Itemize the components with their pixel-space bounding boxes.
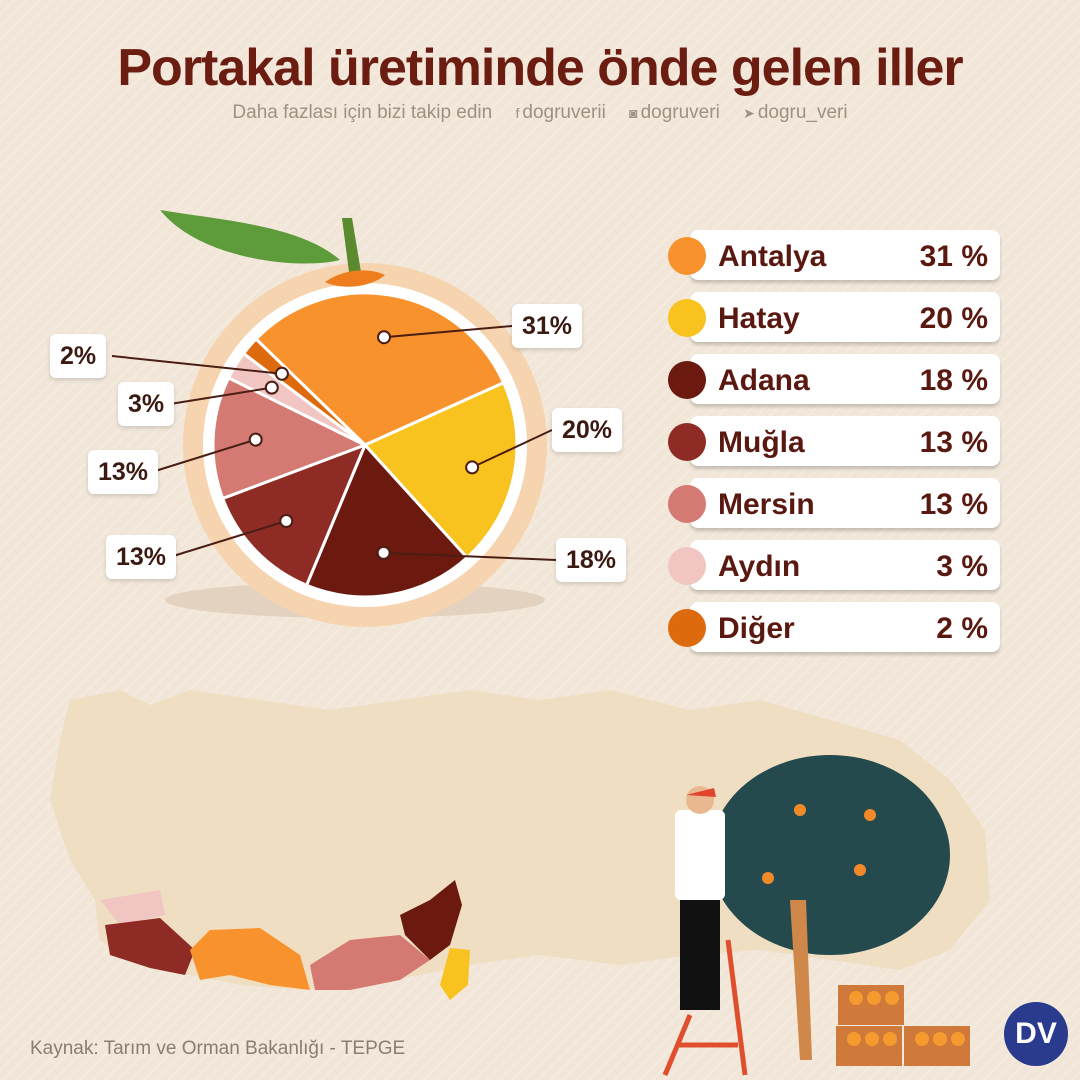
tree-canopy xyxy=(710,755,950,955)
province-antalya xyxy=(190,928,310,990)
legend-dot-aydin xyxy=(668,547,706,585)
legend-dot-adana xyxy=(668,361,706,399)
slice-label-mugla: 13% xyxy=(106,535,177,579)
leader-line-antalya xyxy=(383,325,513,339)
instagram-handle: dogruveri xyxy=(640,102,720,123)
leader-line-muğla xyxy=(169,520,287,558)
leader-line-hatay xyxy=(471,429,553,469)
legend-value: 3 % xyxy=(936,550,988,583)
legend-label: Hatay xyxy=(718,302,800,335)
pie-slice-mersin xyxy=(211,375,369,501)
facebook-handle: dogruverii xyxy=(522,102,606,123)
legend-value: 13 % xyxy=(919,426,988,459)
legend-card xyxy=(690,602,1000,652)
leader-dot-aydın xyxy=(264,380,279,395)
ladder xyxy=(662,939,748,1076)
leader-dot-hatay xyxy=(465,460,480,475)
legend-label: Antalya xyxy=(718,240,827,273)
leader-dot-antalya xyxy=(377,330,392,345)
legend-item-mugla: Muğla 13 % xyxy=(668,414,1000,470)
legend-card xyxy=(690,292,1000,342)
farmer-illustration xyxy=(662,755,970,1076)
leader-line-aydın xyxy=(169,386,272,405)
slice-label-hatay: 20% xyxy=(552,408,623,452)
pie-slice-hatay xyxy=(362,380,519,560)
facebook-icon: f xyxy=(515,105,520,121)
legend-label: Muğla xyxy=(718,426,805,459)
province-mersin xyxy=(310,935,430,990)
stem-cap xyxy=(325,270,385,287)
legend-label: Aydın xyxy=(718,550,801,583)
pie-slice-antalya xyxy=(253,291,506,447)
legend-card xyxy=(690,416,1000,466)
legend-item-diger: Diğer 2 % xyxy=(668,600,1000,656)
slice-label-aydin: 3% xyxy=(118,382,175,426)
legend-dot-mersin xyxy=(668,485,706,523)
twitter-link[interactable]: ➤ dogru_veri xyxy=(743,102,848,123)
pie-leader-lines xyxy=(111,325,557,561)
legend-dot-antalya xyxy=(668,237,706,275)
leader-dot-muğla xyxy=(279,514,294,529)
legend-item-adana: Adana 18 % xyxy=(668,352,1000,408)
legend-dot-hatay xyxy=(668,299,706,337)
leader-dot-mersin xyxy=(248,432,263,447)
farmer-cap xyxy=(686,788,716,797)
legend-item-aydin: Aydın 3 % xyxy=(668,538,1000,594)
legend-value: 20 % xyxy=(919,302,988,335)
farmer-body xyxy=(675,810,725,900)
tree-trunk xyxy=(790,900,812,1060)
legend-value: 2 % xyxy=(936,612,988,645)
legend-card xyxy=(690,478,1000,528)
leader-dot-diğer xyxy=(274,366,289,381)
slice-label-adana: 18% xyxy=(556,538,627,582)
fruit-crates xyxy=(836,985,970,1066)
legend-item-hatay: Hatay 20 % xyxy=(668,290,1000,346)
brand-logo: DV xyxy=(1004,1002,1068,1066)
follow-prompt: Daha fazlası için bizi takip edin xyxy=(232,102,493,123)
pie-slice-adana xyxy=(304,442,470,599)
facebook-link[interactable]: f dogruverii xyxy=(516,102,606,123)
legend-item-antalya: Antalya 31 % xyxy=(668,228,1000,284)
legend-card xyxy=(690,230,1000,280)
legend-label: Diğer xyxy=(718,612,795,645)
source-note: Kaynak: Tarım ve Orman Bakanlığı - TEPGE xyxy=(30,1038,406,1059)
slice-label-antalya: 31% xyxy=(512,304,583,348)
instagram-link[interactable]: ◙ dogruveri xyxy=(629,102,720,123)
leaf xyxy=(160,210,340,264)
page-title: Portakal üretiminde önde gelen iller xyxy=(117,39,963,97)
pie-slices xyxy=(211,291,519,599)
legend-card xyxy=(690,354,1000,404)
legend-card xyxy=(690,540,1000,590)
legend-label: Adana xyxy=(718,364,810,397)
province-aydin xyxy=(100,890,165,925)
legend-value: 13 % xyxy=(919,488,988,521)
slice-label-mersin: 13% xyxy=(88,450,159,494)
slice-label-diger: 2% xyxy=(50,334,107,378)
legend-dot-mugla xyxy=(668,423,706,461)
social-bar: Daha fazlası için bizi takip edin f dogru… xyxy=(0,102,1080,124)
province-adana xyxy=(400,880,462,960)
legend-label: Mersin xyxy=(718,488,815,521)
legend-dot-diger xyxy=(668,609,706,647)
instagram-icon: ◙ xyxy=(629,105,638,121)
twitter-handle: dogru_veri xyxy=(757,102,848,123)
leader-line-diğer xyxy=(111,355,283,375)
province-mugla xyxy=(105,918,195,975)
province-hatay xyxy=(440,948,470,1000)
twitter-icon: ➤ xyxy=(743,105,755,121)
pie-slice-muğla xyxy=(220,442,368,588)
legend-value: 31 % xyxy=(919,240,988,273)
farmer-legs xyxy=(680,900,720,1010)
legend-item-mersin: Mersin 13 % xyxy=(668,476,1000,532)
legend-value: 18 % xyxy=(919,364,988,397)
pie-slice-diğer xyxy=(241,336,367,447)
leader-line-mersin xyxy=(151,438,256,473)
stem xyxy=(342,218,362,280)
leader-dot-adana xyxy=(376,545,391,560)
leader-line-adana xyxy=(383,551,557,561)
